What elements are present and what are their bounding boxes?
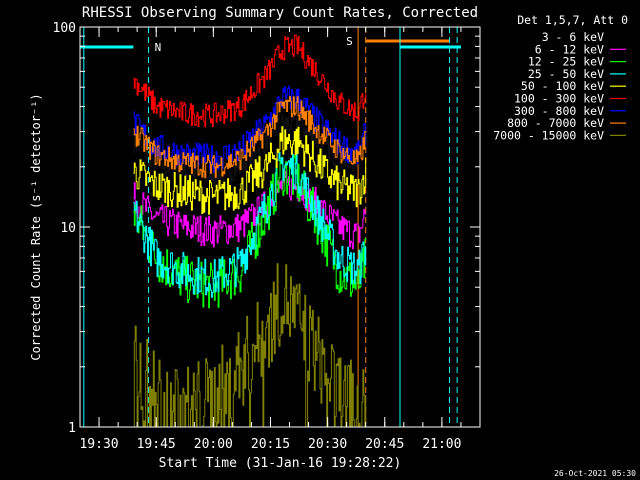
legend-label-6: 300 - 800 keV (514, 104, 604, 118)
legend-label-1: 6 - 12 keV (535, 42, 604, 56)
x-axis-ticks: 19:30 19:45 20:00 20:15 20:30 20:45 21:00 (79, 27, 481, 452)
legend-label-2: 12 - 25 keV (528, 55, 604, 69)
legend-label-0: 3 - 6 keV (542, 30, 604, 44)
legend-label-8: 7000 - 15000 keV (493, 128, 604, 142)
legend-label-7: 800 - 7000 keV (507, 116, 604, 130)
legend-label-3: 25 - 50 keV (528, 67, 604, 81)
x-tick-label: 20:45 (365, 437, 404, 452)
x-tick-label: 19:30 (79, 437, 118, 452)
x-tick-label: 20:15 (251, 437, 290, 452)
chart-title: RHESSI Observing Summary Count Rates, Co… (82, 5, 478, 21)
series-line-6 (133, 85, 367, 173)
timestamp-footer: 26-Oct-2021 05:30 (554, 469, 636, 478)
series-line-5 (133, 34, 367, 128)
x-tick-label: 19:45 (137, 437, 176, 452)
legend-label-4: 50 - 100 keV (521, 79, 604, 93)
y-tick-label: 10 (60, 221, 76, 236)
series-line-7 (133, 96, 367, 179)
x-tick-label: 21:00 (422, 437, 461, 452)
series-line-8 (133, 263, 367, 428)
series-line-4 (133, 126, 367, 215)
y-tick-label: 1 (68, 421, 76, 436)
y-axis-ticks: 1 10 100 (53, 21, 480, 436)
annotation-label-s: S (346, 35, 353, 48)
x-tick-label: 20:00 (194, 437, 233, 452)
x-axis-label: Start Time (31-Jan-16 19:28:22) (159, 456, 402, 471)
y-axis-label: Corrected Count Rate (s⁻¹ detector⁻¹) (29, 93, 43, 360)
x-tick-label: 20:30 (308, 437, 347, 452)
series-line-3 (133, 151, 367, 298)
legend-label-5: 100 - 300 keV (514, 92, 604, 106)
series-line-1 (133, 170, 367, 250)
annotation-label-n: N (155, 41, 162, 54)
y-tick-label: 100 (53, 21, 76, 36)
legend-title: Det 1,5,7, Att 0 (517, 13, 628, 27)
